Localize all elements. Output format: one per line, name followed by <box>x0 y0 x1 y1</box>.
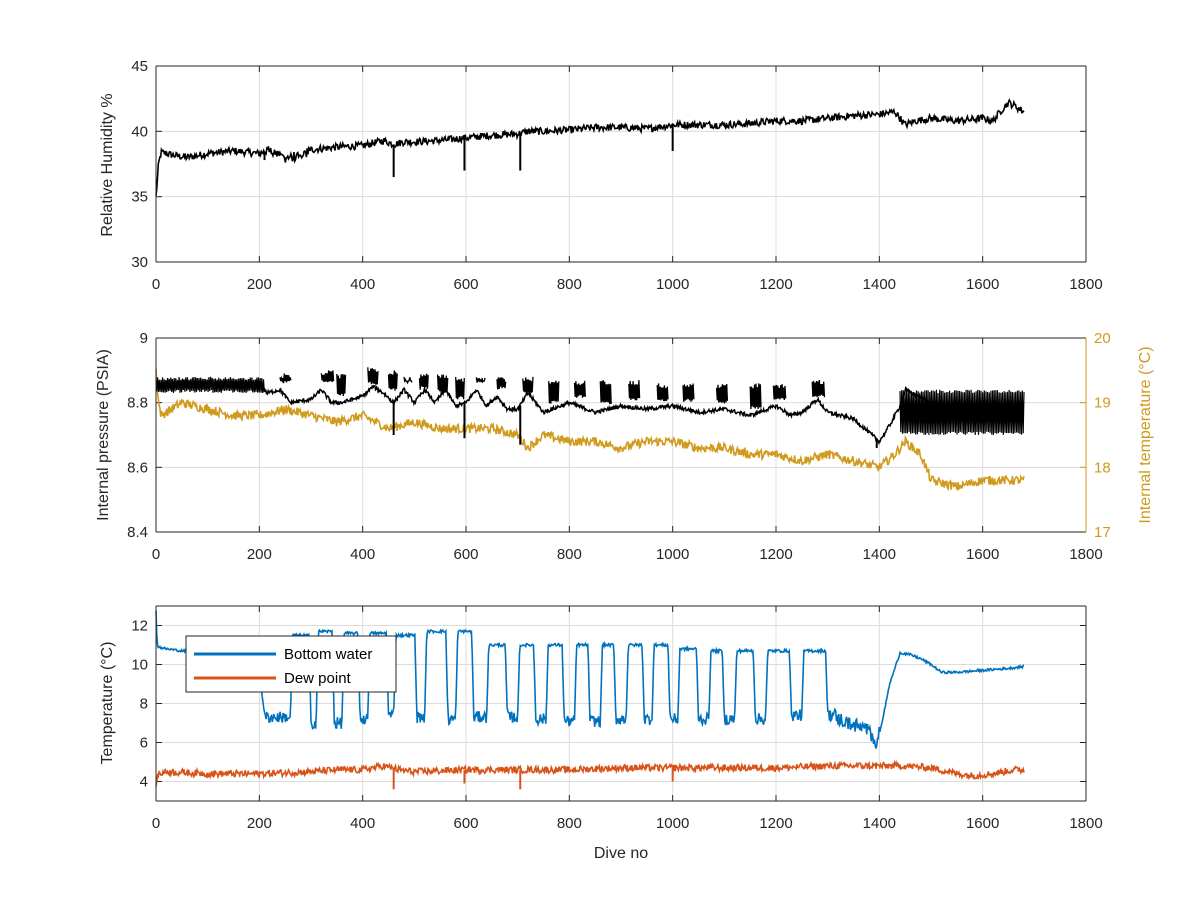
temperature-subplot: 0 200 400 600 800 1000 1200 1400 1600 1800 4 6 8 10 12… <box>99 605 1103 862</box>
pressure-burst <box>573 380 586 398</box>
pressure-burst <box>772 384 787 401</box>
x-tick-label: 1600 <box>966 546 999 563</box>
pressure-oscillation-block <box>899 389 1025 436</box>
x-tick-label: 1800 <box>1069 815 1102 832</box>
pressure-burst <box>682 383 695 402</box>
internal-pressure-series-line <box>155 378 1025 446</box>
x-tick-label: 400 <box>350 815 375 832</box>
legend-box <box>185 635 397 693</box>
x-tick-label: 1400 <box>863 546 896 563</box>
pressure-burst <box>455 376 465 400</box>
x-tick-label: 400 <box>350 276 375 293</box>
pressure-burst <box>387 370 398 391</box>
humidity-axes: 0 200 400 600 800 1000 1200 1400 1600 1800 30 35 40 4… <box>131 58 1102 293</box>
x-tick-label: 1200 <box>759 276 792 293</box>
x-tick-label: 200 <box>247 546 272 563</box>
pressure-burst <box>715 383 729 404</box>
x-tick-label: 800 <box>557 276 582 293</box>
y-tick-label: 12 <box>131 618 148 635</box>
pressure-burst <box>418 373 429 390</box>
x-tick-label: 1000 <box>656 546 689 563</box>
x-tick-label: 1000 <box>656 276 689 293</box>
x-tick-label: 600 <box>453 815 478 832</box>
x-tick-label: 1800 <box>1069 276 1102 293</box>
pressure-axes: 0 200 400 600 800 1000 1200 1400 1600 1800 8.4 8.6 8… <box>127 330 1111 563</box>
y-tick-label: 45 <box>131 58 148 75</box>
x-tick-label: 800 <box>557 815 582 832</box>
pressure-burst <box>548 380 560 404</box>
pressure-burst <box>811 379 826 398</box>
pressure-burst <box>320 370 335 383</box>
pressure-burst <box>279 373 292 384</box>
temperature-axes: 0 200 400 600 800 1000 1200 1400 1600 1800 4 6 8 10 12 <box>131 605 1103 832</box>
x-tick-label: 0 <box>152 815 160 832</box>
x-tick-label: 1400 <box>863 815 896 832</box>
x-tick-label: 200 <box>247 815 272 832</box>
y-tick-label: 4 <box>140 774 148 791</box>
x-tick-label: 800 <box>557 546 582 563</box>
pressure-temperature-subplot: 0 200 400 600 800 1000 1200 1400 1600 1800 8.4 8.6 8… <box>95 330 1154 563</box>
x-tick-label: 1200 <box>759 815 792 832</box>
pressure-burst <box>522 376 534 395</box>
plot-area-1 <box>156 338 1086 532</box>
y-tick-label: 8 <box>140 696 148 713</box>
x-tick-label: 1600 <box>966 276 999 293</box>
plot-area-0 <box>156 66 1086 262</box>
pressure-burst <box>749 383 762 410</box>
y-tick-label: 10 <box>131 657 148 674</box>
y2-tick-label: 20 <box>1094 330 1111 347</box>
legend-label-dew-point: Dew point <box>284 670 352 687</box>
y-tick-label: 40 <box>131 123 148 140</box>
internal-temperature-series-line <box>155 368 1025 492</box>
dew-point-series-line <box>155 759 1025 787</box>
humidity-subplot: 0 200 400 600 800 1000 1200 1400 1600 1800 30 35 40 4… <box>99 58 1103 293</box>
pressure-burst <box>599 380 612 405</box>
dive-no-x-axis-label: Dive no <box>594 845 648 862</box>
legend: Bottom water Dew point <box>185 635 397 693</box>
x-tick-label: 1800 <box>1069 546 1102 563</box>
y-tick-label: 8.6 <box>127 459 148 476</box>
y-tick-label: 35 <box>131 189 148 206</box>
pressure-y-axis-label: Internal pressure (PSIA) <box>95 349 112 521</box>
y2-tick-label: 19 <box>1094 395 1111 412</box>
pressure-burst <box>656 383 669 402</box>
x-tick-label: 1200 <box>759 546 792 563</box>
x-tick-label: 600 <box>453 546 478 563</box>
humidity-y-axis-label: Relative Humidity % <box>99 93 116 236</box>
y2-tick-label: 17 <box>1094 524 1111 541</box>
x-tick-label: 200 <box>247 276 272 293</box>
y-tick-label: 6 <box>140 735 148 752</box>
x-tick-label: 1400 <box>863 276 896 293</box>
pressure-burst <box>336 373 347 397</box>
pressure-burst <box>436 374 449 393</box>
pressure-burst <box>367 367 379 385</box>
pressure-oscillation-block <box>155 376 265 393</box>
pressure-burst <box>475 377 486 384</box>
x-tick-label: 1600 <box>966 815 999 832</box>
internal-temperature-y-axis-label: Internal temperature (°C) <box>1137 346 1154 523</box>
y-tick-label: 30 <box>131 254 148 271</box>
pressure-burst <box>628 380 641 401</box>
legend-label-bottom-water: Bottom water <box>284 646 372 663</box>
x-tick-label: 0 <box>152 546 160 563</box>
x-tick-label: 600 <box>453 276 478 293</box>
y-tick-label: 8.4 <box>127 524 148 541</box>
pressure-burst <box>496 377 507 390</box>
x-tick-label: 1000 <box>656 815 689 832</box>
y-tick-label: 8.8 <box>127 395 148 412</box>
x-tick-label: 400 <box>350 546 375 563</box>
temperature-y-axis-label: Temperature (°C) <box>99 642 116 765</box>
bottom-water-series-line <box>155 610 1025 749</box>
pressure-burst <box>403 376 413 385</box>
y-tick-label: 9 <box>140 330 148 347</box>
x-tick-label: 0 <box>152 276 160 293</box>
y2-tick-label: 18 <box>1094 459 1111 476</box>
humidity-series-line <box>155 98 1025 196</box>
